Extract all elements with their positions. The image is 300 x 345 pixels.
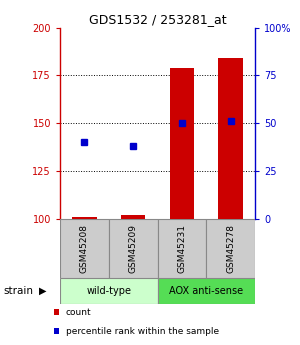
Text: GSM45208: GSM45208 — [80, 224, 89, 273]
Text: GSM45209: GSM45209 — [129, 224, 138, 273]
Bar — [60, 219, 109, 278]
Bar — [218, 58, 243, 219]
Text: wild-type: wild-type — [86, 286, 131, 296]
Bar — [60, 278, 158, 304]
Bar — [109, 219, 158, 278]
Text: GSM45278: GSM45278 — [226, 224, 235, 273]
Text: strain: strain — [3, 286, 33, 296]
Text: ▶: ▶ — [39, 286, 46, 296]
Text: percentile rank within the sample: percentile rank within the sample — [66, 327, 219, 336]
Text: GSM45231: GSM45231 — [177, 224, 186, 273]
Text: AOX anti-sense: AOX anti-sense — [169, 286, 243, 296]
Bar — [206, 219, 255, 278]
Bar — [170, 68, 194, 219]
Bar — [158, 219, 206, 278]
Bar — [158, 278, 255, 304]
Title: GDS1532 / 253281_at: GDS1532 / 253281_at — [89, 13, 226, 27]
Bar — [72, 217, 97, 219]
Text: count: count — [66, 308, 92, 317]
Bar — [121, 215, 145, 219]
